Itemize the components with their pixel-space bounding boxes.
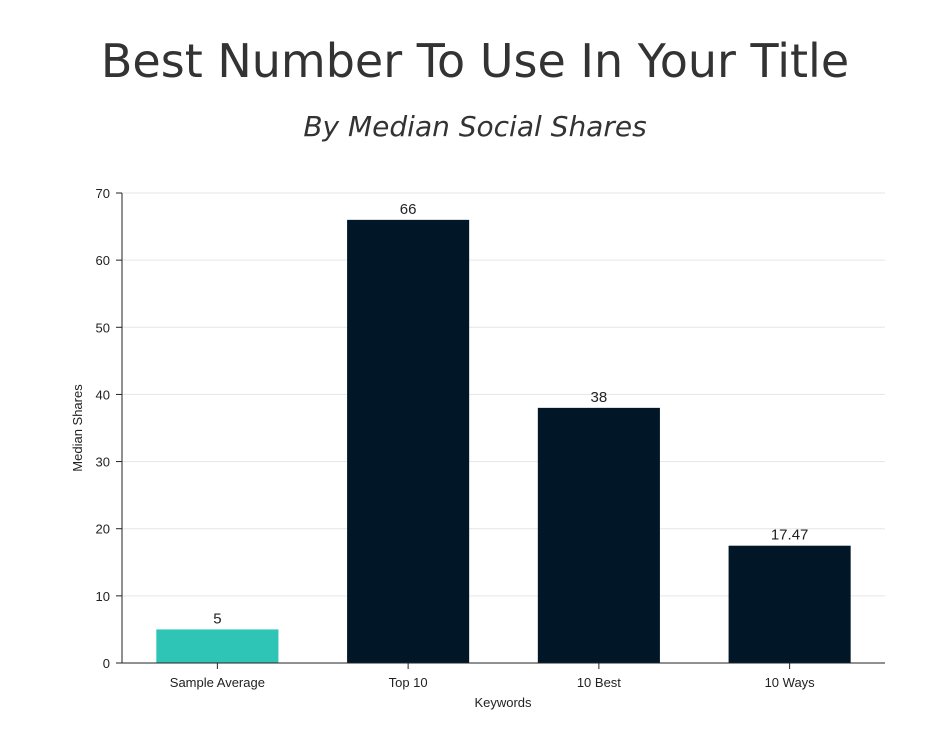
chart-subtitle: By Median Social Shares: [303, 110, 647, 143]
chart-title: Best Number To Use In Your Title: [100, 34, 850, 88]
y-tick-label: 10: [96, 589, 110, 604]
x-tick-label: Top 10: [389, 675, 428, 690]
x-axis: Sample Average Top 10 10 Best 10 Ways: [122, 662, 885, 690]
y-tick-label: 40: [96, 387, 110, 402]
x-axis-label: Keywords: [474, 695, 532, 710]
y-tick-label: 0: [103, 656, 110, 671]
bar-value-label: 66: [400, 201, 417, 218]
y-axis: 0 10 20 30 40 50 60 70: [96, 186, 123, 671]
y-tick-label: 20: [96, 522, 110, 537]
bar-value-label: 5: [213, 610, 221, 627]
y-tick-label: 30: [96, 455, 110, 470]
y-axis-label: Median Shares: [70, 384, 85, 472]
data-labels: 5 66 38 17.47: [213, 201, 808, 628]
bar: [156, 629, 279, 663]
bar-value-label: 38: [591, 389, 608, 406]
bar-value-label: 17.47: [771, 527, 809, 544]
y-tick-label: 50: [96, 320, 110, 335]
x-tick-label: 10 Best: [577, 675, 621, 690]
gridlines: [122, 192, 885, 597]
x-tick-label: 10 Ways: [765, 675, 816, 690]
bar: [347, 219, 470, 663]
y-tick-label: 60: [96, 253, 110, 268]
x-tick-label: Sample Average: [170, 675, 265, 690]
y-tick-label: 70: [96, 186, 110, 201]
bar: [537, 407, 660, 663]
bar: [728, 545, 851, 663]
bars: [156, 219, 851, 663]
